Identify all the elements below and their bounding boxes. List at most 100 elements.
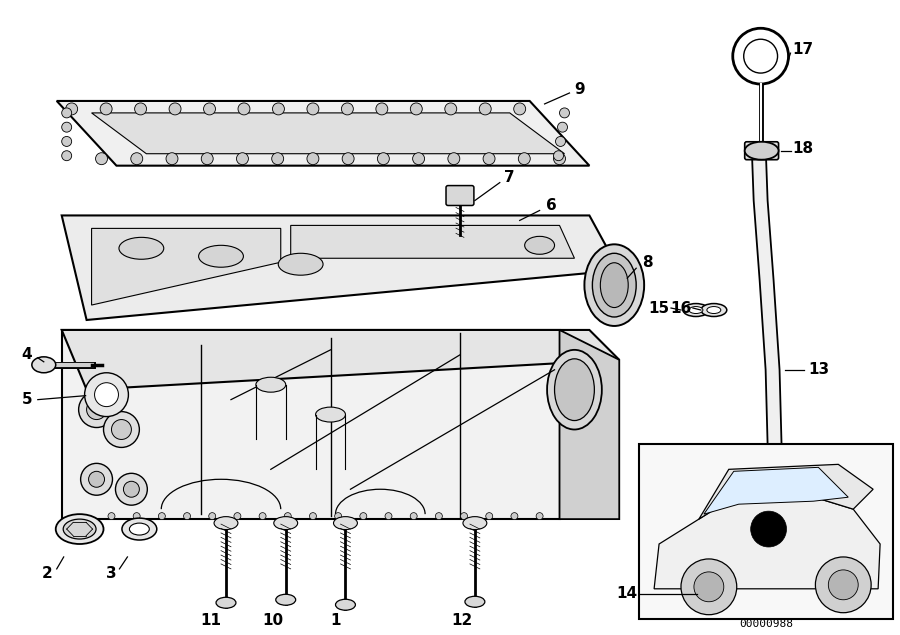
Polygon shape bbox=[62, 215, 619, 320]
Circle shape bbox=[557, 122, 568, 132]
Text: 1: 1 bbox=[330, 613, 341, 628]
Circle shape bbox=[733, 29, 788, 84]
Text: 10: 10 bbox=[262, 613, 284, 628]
Text: 15: 15 bbox=[649, 300, 670, 316]
Circle shape bbox=[95, 153, 107, 164]
Circle shape bbox=[112, 420, 131, 439]
Polygon shape bbox=[560, 330, 619, 519]
Ellipse shape bbox=[689, 307, 703, 314]
Ellipse shape bbox=[334, 517, 357, 530]
Circle shape bbox=[85, 373, 129, 417]
Ellipse shape bbox=[465, 596, 485, 607]
Circle shape bbox=[62, 137, 72, 147]
Circle shape bbox=[518, 153, 530, 164]
Circle shape bbox=[815, 557, 871, 613]
Circle shape bbox=[560, 108, 570, 118]
Circle shape bbox=[461, 512, 467, 519]
Polygon shape bbox=[699, 464, 873, 519]
Circle shape bbox=[115, 473, 148, 505]
Text: 3: 3 bbox=[106, 566, 117, 582]
Circle shape bbox=[410, 103, 422, 115]
FancyBboxPatch shape bbox=[446, 185, 474, 206]
Polygon shape bbox=[62, 330, 619, 390]
FancyBboxPatch shape bbox=[744, 142, 778, 159]
Text: 17: 17 bbox=[792, 42, 813, 57]
Text: 16: 16 bbox=[670, 300, 691, 316]
Polygon shape bbox=[706, 146, 781, 589]
Circle shape bbox=[100, 103, 112, 115]
Circle shape bbox=[86, 399, 106, 420]
Ellipse shape bbox=[122, 518, 157, 540]
Circle shape bbox=[130, 153, 143, 164]
Circle shape bbox=[123, 481, 140, 497]
Circle shape bbox=[66, 103, 77, 115]
Ellipse shape bbox=[316, 407, 346, 422]
Circle shape bbox=[376, 103, 388, 115]
Circle shape bbox=[62, 122, 72, 132]
Ellipse shape bbox=[584, 244, 644, 326]
Ellipse shape bbox=[706, 590, 722, 598]
Circle shape bbox=[694, 572, 724, 602]
Text: 12: 12 bbox=[451, 613, 472, 628]
Circle shape bbox=[237, 153, 248, 164]
Ellipse shape bbox=[63, 519, 96, 539]
Circle shape bbox=[412, 153, 425, 164]
Circle shape bbox=[377, 153, 390, 164]
Text: 9: 9 bbox=[574, 81, 585, 97]
Circle shape bbox=[342, 153, 354, 164]
Ellipse shape bbox=[278, 253, 323, 275]
Circle shape bbox=[448, 153, 460, 164]
Text: 6: 6 bbox=[546, 198, 557, 213]
Circle shape bbox=[284, 512, 292, 519]
Ellipse shape bbox=[274, 517, 298, 530]
Circle shape bbox=[410, 512, 418, 519]
Ellipse shape bbox=[525, 236, 554, 254]
Circle shape bbox=[108, 512, 115, 519]
Circle shape bbox=[78, 392, 114, 427]
Circle shape bbox=[135, 103, 147, 115]
Circle shape bbox=[81, 464, 112, 495]
Ellipse shape bbox=[701, 304, 727, 316]
Ellipse shape bbox=[700, 587, 728, 601]
Circle shape bbox=[259, 512, 266, 519]
Circle shape bbox=[166, 153, 178, 164]
Ellipse shape bbox=[56, 514, 104, 544]
Text: 11: 11 bbox=[201, 613, 221, 628]
Ellipse shape bbox=[214, 517, 238, 530]
Polygon shape bbox=[92, 113, 564, 154]
Ellipse shape bbox=[256, 377, 285, 392]
Circle shape bbox=[62, 108, 72, 118]
Circle shape bbox=[94, 383, 119, 406]
Circle shape bbox=[436, 512, 443, 519]
Circle shape bbox=[681, 559, 737, 615]
Ellipse shape bbox=[130, 523, 149, 535]
Ellipse shape bbox=[600, 263, 628, 307]
Text: 4: 4 bbox=[22, 347, 32, 363]
Circle shape bbox=[385, 512, 392, 519]
Circle shape bbox=[62, 150, 72, 161]
Polygon shape bbox=[62, 330, 560, 519]
Circle shape bbox=[307, 103, 319, 115]
Circle shape bbox=[751, 511, 787, 547]
Circle shape bbox=[341, 103, 354, 115]
Circle shape bbox=[203, 103, 215, 115]
Circle shape bbox=[554, 153, 565, 164]
Circle shape bbox=[133, 512, 140, 519]
Circle shape bbox=[554, 150, 563, 161]
Circle shape bbox=[234, 512, 241, 519]
Text: 5: 5 bbox=[22, 392, 32, 407]
Ellipse shape bbox=[199, 245, 243, 267]
Text: 7: 7 bbox=[504, 170, 515, 185]
Circle shape bbox=[238, 103, 250, 115]
Ellipse shape bbox=[32, 357, 56, 373]
Text: 13: 13 bbox=[808, 363, 829, 377]
Ellipse shape bbox=[463, 517, 487, 530]
Text: 2: 2 bbox=[41, 566, 52, 582]
Circle shape bbox=[514, 103, 526, 115]
Circle shape bbox=[483, 153, 495, 164]
Circle shape bbox=[169, 103, 181, 115]
Text: 14: 14 bbox=[616, 586, 638, 601]
Polygon shape bbox=[654, 489, 880, 589]
Circle shape bbox=[743, 39, 778, 73]
Circle shape bbox=[158, 512, 166, 519]
